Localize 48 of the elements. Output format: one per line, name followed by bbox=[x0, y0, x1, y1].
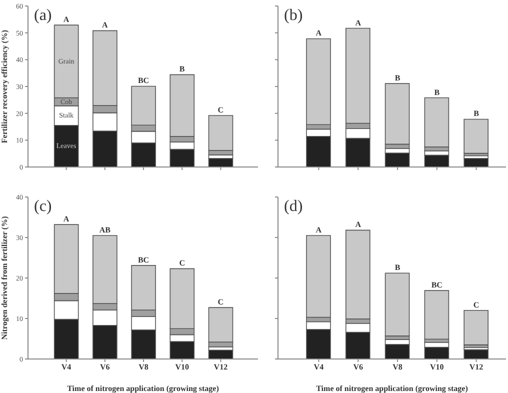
bar bbox=[306, 38, 331, 126]
bar bbox=[384, 83, 410, 145]
bar bbox=[424, 346, 450, 359]
y-axis-title: Fertilizer recovery efficiency (%) bbox=[0, 30, 9, 144]
annotation: C bbox=[218, 298, 224, 307]
annotation: A bbox=[63, 214, 70, 224]
annotation: C bbox=[179, 258, 186, 268]
chart-title: (b) bbox=[284, 7, 303, 24]
annotation: BC bbox=[431, 280, 443, 290]
annotation: A bbox=[355, 18, 362, 28]
y-axis-title: Nitrogen derived from fertilizer (%) bbox=[0, 216, 9, 340]
x-tick-label: V6 bbox=[100, 362, 110, 372]
chart-title: (c) bbox=[34, 198, 52, 215]
bar bbox=[424, 97, 450, 148]
annotation: B bbox=[394, 263, 401, 272]
annotation: B bbox=[394, 74, 401, 83]
x-tick-label: V10 bbox=[430, 362, 444, 372]
x-tick-label: V10 bbox=[175, 362, 189, 372]
x-tick-label: V12 bbox=[469, 362, 484, 372]
annotation: A bbox=[316, 28, 322, 38]
annotation: BC bbox=[138, 255, 150, 264]
chart-title: (d) bbox=[284, 198, 303, 215]
x-axis-title: Time of nitrogen application (growing stage) bbox=[316, 384, 468, 393]
annotation: AB bbox=[99, 225, 112, 234]
bar bbox=[464, 118, 488, 154]
annotation: B bbox=[474, 109, 480, 118]
annotation: B bbox=[434, 88, 440, 97]
chart-title: (a) bbox=[34, 7, 52, 24]
x-tick-label: V6 bbox=[353, 362, 363, 372]
bar bbox=[424, 290, 450, 340]
annotation: A bbox=[316, 225, 322, 234]
x-axis-title: Time of nitrogen application (growing stage) bbox=[67, 384, 220, 393]
x-tick-label: V8 bbox=[392, 362, 402, 372]
annotation: C bbox=[473, 300, 480, 310]
bar bbox=[384, 152, 410, 167]
x-tick-label: V4 bbox=[61, 362, 72, 372]
annotation: BC bbox=[138, 76, 150, 86]
annotation: A bbox=[63, 15, 70, 24]
annotation: B bbox=[179, 64, 186, 74]
x-tick-label: V4 bbox=[314, 362, 324, 372]
annotation: A bbox=[102, 20, 108, 30]
bar bbox=[464, 310, 488, 346]
annotation: A bbox=[355, 220, 362, 230]
x-tick-label: V8 bbox=[138, 362, 148, 372]
x-tick-label: V12 bbox=[214, 362, 228, 372]
bar bbox=[306, 235, 331, 318]
bar bbox=[384, 272, 410, 336]
annotation: C bbox=[218, 105, 224, 114]
